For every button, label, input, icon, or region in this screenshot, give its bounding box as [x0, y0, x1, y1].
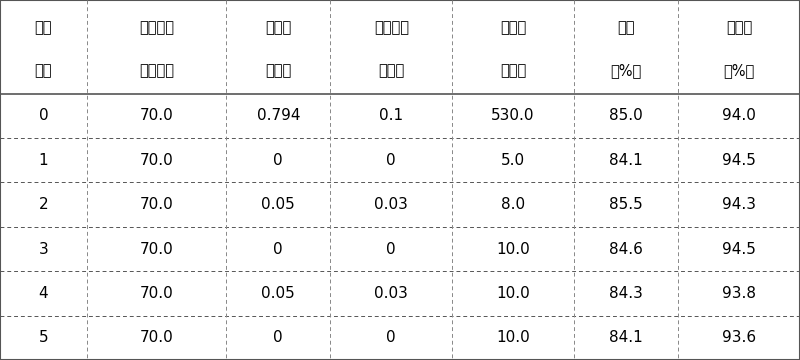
- Text: 2: 2: [38, 197, 48, 212]
- Text: 85.5: 85.5: [610, 197, 643, 212]
- Text: 0.03: 0.03: [374, 197, 408, 212]
- Text: 70.0: 70.0: [140, 108, 174, 123]
- Text: 94.0: 94.0: [722, 108, 756, 123]
- Text: 收率: 收率: [618, 21, 635, 36]
- Text: 0.03: 0.03: [374, 286, 408, 301]
- Text: （%）: （%）: [723, 63, 754, 78]
- Text: 94.3: 94.3: [722, 197, 756, 212]
- Text: 催化剂: 催化剂: [265, 21, 291, 36]
- Text: 84.1: 84.1: [610, 153, 643, 168]
- Text: 70.0: 70.0: [140, 330, 174, 345]
- Text: 0: 0: [38, 108, 48, 123]
- Text: 甲基丙烯: 甲基丙烯: [139, 21, 174, 36]
- Text: 10.0: 10.0: [496, 242, 530, 256]
- Text: 0: 0: [386, 153, 396, 168]
- Text: （克）: （克）: [265, 63, 291, 78]
- Text: 10.0: 10.0: [496, 330, 530, 345]
- Text: 0: 0: [386, 330, 396, 345]
- Text: 70.0: 70.0: [140, 153, 174, 168]
- Text: 84.6: 84.6: [609, 242, 643, 256]
- Text: 醛（克）: 醛（克）: [139, 63, 174, 78]
- Text: 70.0: 70.0: [140, 242, 174, 256]
- Text: 0.05: 0.05: [262, 286, 295, 301]
- Text: 93.6: 93.6: [722, 330, 756, 345]
- Text: （%）: （%）: [610, 63, 642, 78]
- Text: 0: 0: [386, 242, 396, 256]
- Text: 1: 1: [38, 153, 48, 168]
- Text: （克）: （克）: [378, 63, 405, 78]
- Text: 84.1: 84.1: [610, 330, 643, 345]
- Text: 0.794: 0.794: [257, 108, 300, 123]
- Text: 0: 0: [274, 330, 283, 345]
- Text: 94.5: 94.5: [722, 153, 756, 168]
- Text: 93.8: 93.8: [722, 286, 756, 301]
- Text: 4: 4: [38, 286, 48, 301]
- Text: 5: 5: [38, 330, 48, 345]
- Text: 0.1: 0.1: [379, 108, 403, 123]
- Text: 氯化亚铜: 氯化亚铜: [374, 21, 409, 36]
- Text: 10.0: 10.0: [496, 286, 530, 301]
- Text: 次数: 次数: [34, 63, 52, 78]
- Text: （克）: （克）: [500, 63, 526, 78]
- Text: 94.5: 94.5: [722, 242, 756, 256]
- Text: 5.0: 5.0: [501, 153, 525, 168]
- Text: 0.05: 0.05: [262, 197, 295, 212]
- Text: 0: 0: [274, 242, 283, 256]
- Text: 选择性: 选择性: [726, 21, 752, 36]
- Text: 85.0: 85.0: [610, 108, 643, 123]
- Text: 70.0: 70.0: [140, 197, 174, 212]
- Text: 84.3: 84.3: [609, 286, 643, 301]
- Text: 二甲苯: 二甲苯: [500, 21, 526, 36]
- Text: 530.0: 530.0: [491, 108, 534, 123]
- Text: 0: 0: [274, 153, 283, 168]
- Text: 循环: 循环: [34, 21, 52, 36]
- Text: 3: 3: [38, 242, 48, 256]
- Text: 8.0: 8.0: [501, 197, 525, 212]
- Text: 70.0: 70.0: [140, 286, 174, 301]
